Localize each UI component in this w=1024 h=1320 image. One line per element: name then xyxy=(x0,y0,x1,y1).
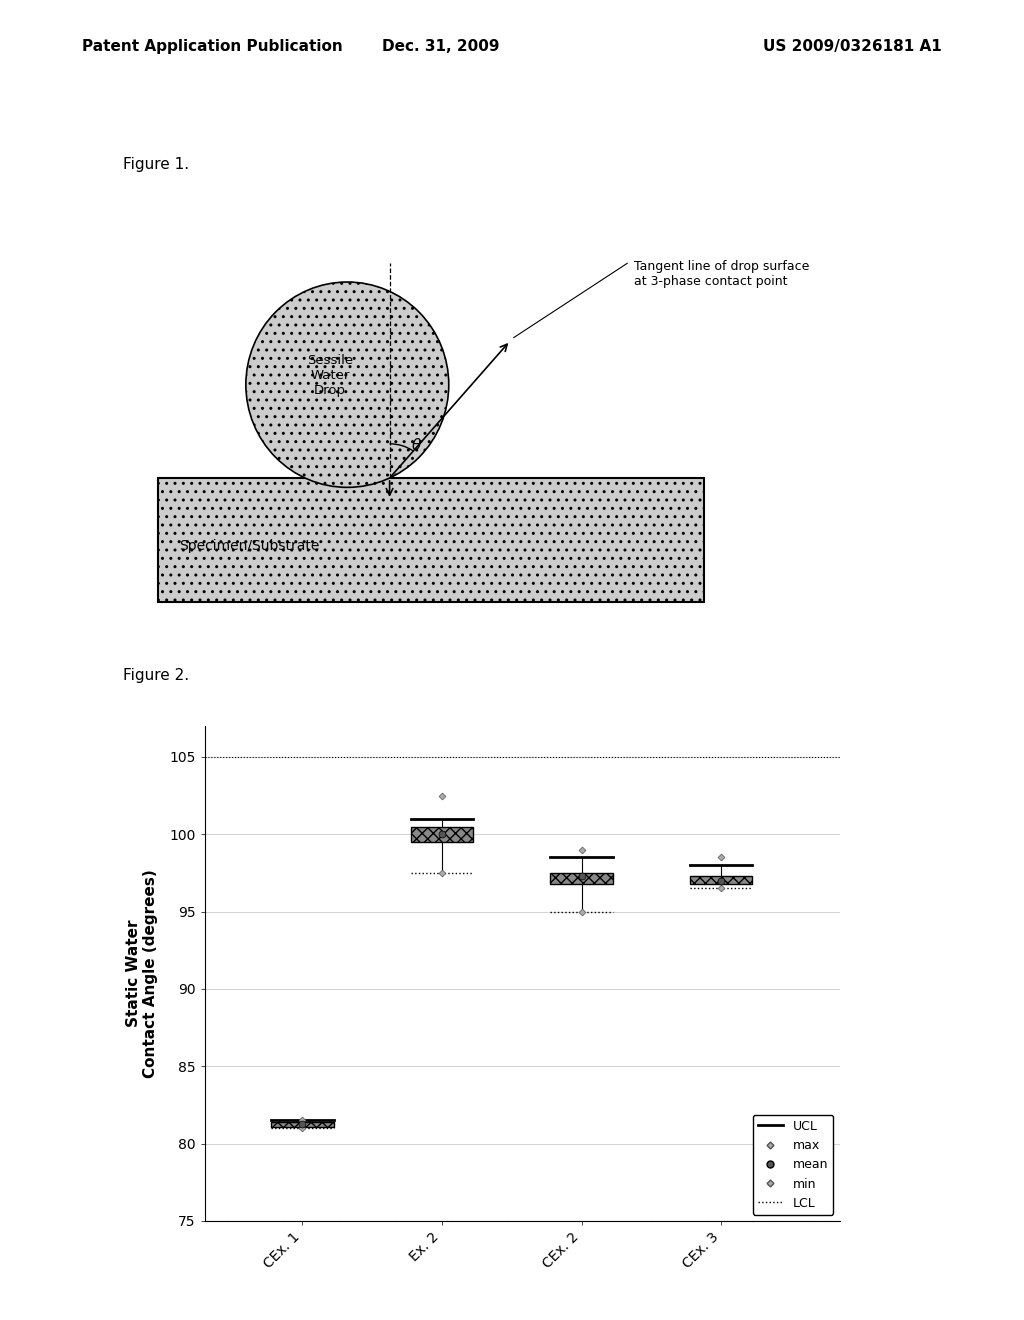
Bar xyxy=(690,876,753,884)
Bar xyxy=(550,873,613,884)
Ellipse shape xyxy=(246,282,449,487)
Bar xyxy=(411,826,473,842)
Y-axis label: Static Water
Contact Angle (degrees): Static Water Contact Angle (degrees) xyxy=(126,869,159,1078)
Text: θ: θ xyxy=(412,438,421,453)
Text: Figure 2.: Figure 2. xyxy=(123,668,189,684)
Text: Dec. 31, 2009: Dec. 31, 2009 xyxy=(382,38,499,54)
Text: Tangent line of drop surface
at 3-phase contact point: Tangent line of drop surface at 3-phase … xyxy=(634,260,810,288)
Text: Sessile
Water
Drop: Sessile Water Drop xyxy=(307,354,353,397)
Text: Specimen/Substrate: Specimen/Substrate xyxy=(179,540,319,553)
Bar xyxy=(159,478,705,602)
Legend: UCL, max, mean, min, LCL: UCL, max, mean, min, LCL xyxy=(753,1115,834,1214)
Text: US 2009/0326181 A1: US 2009/0326181 A1 xyxy=(763,38,942,54)
Text: Figure 1.: Figure 1. xyxy=(123,157,189,173)
Text: Patent Application Publication: Patent Application Publication xyxy=(82,38,343,54)
Bar xyxy=(271,1122,334,1127)
